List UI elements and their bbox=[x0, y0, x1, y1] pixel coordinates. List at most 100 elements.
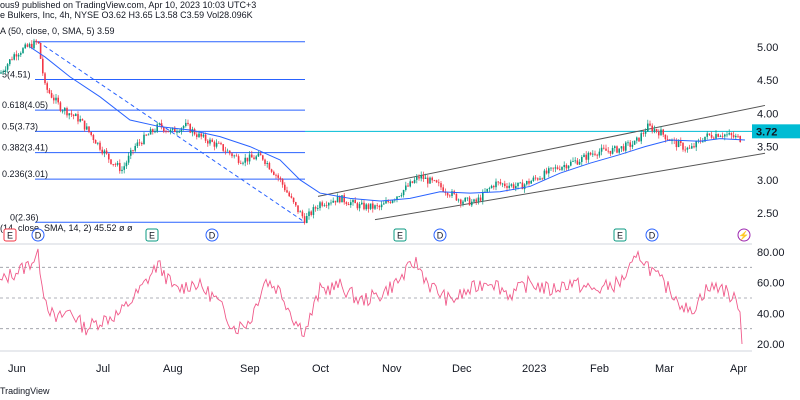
candle-body bbox=[629, 142, 631, 147]
candle-body bbox=[728, 133, 730, 135]
candle-body bbox=[706, 133, 708, 137]
candle-body bbox=[211, 139, 213, 142]
candle-body bbox=[220, 143, 222, 145]
sma-line bbox=[29, 46, 746, 202]
candle-body bbox=[422, 175, 425, 179]
candle-body bbox=[449, 195, 451, 197]
candle-body bbox=[475, 199, 477, 202]
fib-trend-line bbox=[37, 41, 306, 223]
current-price-badge bbox=[752, 124, 800, 139]
candle-body bbox=[240, 162, 242, 164]
event-marker-label: D bbox=[209, 231, 216, 241]
rsi-tick-label: 60.00 bbox=[757, 278, 785, 290]
candle-body bbox=[682, 143, 684, 150]
candle-body bbox=[127, 155, 130, 163]
candle-body bbox=[156, 124, 158, 132]
event-marker-label: E bbox=[617, 231, 623, 241]
candle-body bbox=[248, 154, 251, 162]
candle-body bbox=[530, 180, 532, 184]
candle-body bbox=[284, 184, 286, 191]
candle-body bbox=[660, 129, 662, 136]
candle-body bbox=[204, 134, 207, 141]
candle-body bbox=[587, 152, 590, 160]
candle-body bbox=[675, 140, 678, 148]
candle-body bbox=[409, 181, 411, 187]
sma-indicator-label[interactable]: A (50, close, 0, SMA, 5) 3.59 bbox=[0, 26, 115, 36]
event-marker-dividend bbox=[433, 228, 447, 242]
candle-body bbox=[594, 153, 596, 155]
candle-body bbox=[303, 216, 306, 223]
candle-body bbox=[440, 183, 442, 188]
candle-body bbox=[609, 150, 612, 154]
price-tick-label: 5.00 bbox=[757, 42, 778, 54]
candle-body bbox=[92, 135, 95, 140]
candle-body bbox=[336, 196, 339, 203]
candle-body bbox=[290, 196, 293, 198]
candle-body bbox=[664, 134, 667, 140]
candle-body bbox=[600, 147, 603, 152]
candle-body bbox=[99, 142, 101, 150]
candle-body bbox=[242, 162, 244, 164]
candle-body bbox=[295, 202, 297, 206]
candle-body bbox=[512, 184, 515, 189]
candle-body bbox=[101, 149, 103, 154]
candle-body bbox=[719, 135, 722, 137]
candle-body bbox=[528, 181, 530, 184]
candle-body bbox=[479, 197, 482, 201]
candle-body bbox=[596, 154, 598, 156]
candle-body bbox=[374, 205, 376, 209]
candle-body bbox=[369, 203, 372, 209]
event-marker-dividend bbox=[205, 228, 219, 242]
candle-body bbox=[607, 150, 609, 152]
candle-body bbox=[565, 165, 568, 169]
candle-body bbox=[299, 211, 301, 213]
candle-body bbox=[83, 120, 86, 130]
candle-body bbox=[31, 43, 33, 49]
candle-body bbox=[541, 178, 543, 180]
candle-body bbox=[132, 150, 134, 152]
candle-body bbox=[200, 133, 202, 137]
candle-body bbox=[189, 124, 191, 133]
rsi-line bbox=[0, 248, 743, 345]
candle-body bbox=[218, 142, 220, 144]
channel-upper-line bbox=[317, 104, 766, 197]
candle-body bbox=[684, 149, 686, 151]
candle-body bbox=[235, 155, 238, 157]
candle-body bbox=[310, 211, 312, 215]
candle-body bbox=[376, 205, 378, 207]
candle-body bbox=[658, 131, 660, 136]
candle-body bbox=[583, 154, 585, 158]
rsi-indicator-label[interactable]: (14, close, SMA, 14, 2) 45.52 ø ø bbox=[0, 223, 133, 233]
candle-body bbox=[257, 153, 260, 157]
candle-body bbox=[275, 174, 277, 176]
candle-body bbox=[680, 141, 682, 144]
candle-body bbox=[464, 197, 466, 202]
candle-body bbox=[424, 177, 427, 179]
candle-body bbox=[556, 167, 559, 169]
candle-body bbox=[46, 83, 48, 90]
candle-body bbox=[622, 146, 625, 151]
candle-body bbox=[561, 167, 563, 170]
candle-body bbox=[207, 140, 209, 144]
candle-body bbox=[726, 134, 728, 136]
candle-body bbox=[488, 188, 491, 189]
candle-body bbox=[79, 119, 81, 122]
candle-body bbox=[314, 207, 317, 209]
candle-body bbox=[68, 113, 70, 116]
candle-body bbox=[501, 183, 504, 185]
time-axis-label: Jul bbox=[96, 363, 110, 375]
candle-body bbox=[365, 204, 367, 210]
candle-body bbox=[229, 150, 231, 154]
candle-body bbox=[55, 97, 57, 101]
candle-body bbox=[625, 142, 627, 151]
candle-body bbox=[570, 161, 572, 166]
candle-body bbox=[9, 59, 11, 65]
candle-body bbox=[567, 165, 570, 169]
candle-body bbox=[653, 129, 656, 132]
candle-body bbox=[112, 164, 114, 165]
candle-body bbox=[224, 150, 227, 152]
candle-body bbox=[20, 53, 22, 55]
candle-body bbox=[737, 135, 739, 137]
